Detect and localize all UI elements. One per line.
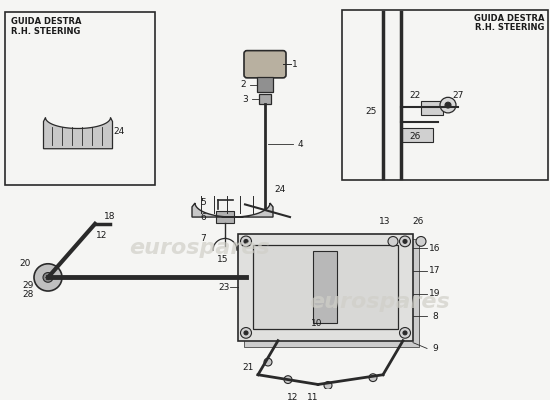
Text: R.H. STEERING: R.H. STEERING bbox=[475, 23, 544, 32]
Text: 12: 12 bbox=[287, 393, 299, 400]
Text: 11: 11 bbox=[307, 393, 319, 400]
Text: 15: 15 bbox=[217, 255, 229, 264]
Text: eurospares: eurospares bbox=[130, 238, 271, 258]
Bar bbox=[253, 245, 398, 329]
Circle shape bbox=[416, 236, 426, 246]
Text: 2: 2 bbox=[240, 80, 246, 89]
Text: 8: 8 bbox=[432, 312, 438, 321]
Text: GUIDA DESTRA: GUIDA DESTRA bbox=[474, 14, 544, 23]
Polygon shape bbox=[43, 118, 113, 149]
FancyBboxPatch shape bbox=[244, 51, 286, 78]
Bar bbox=[342, 10, 548, 180]
Bar bbox=[401, 128, 433, 142]
Text: 24: 24 bbox=[113, 127, 124, 136]
Circle shape bbox=[440, 97, 456, 113]
Bar bbox=[421, 101, 443, 115]
Bar bbox=[244, 240, 419, 346]
Circle shape bbox=[403, 331, 407, 335]
Text: 28: 28 bbox=[23, 290, 34, 300]
Text: 27: 27 bbox=[452, 91, 464, 100]
Text: GUIDA DESTRA: GUIDA DESTRA bbox=[11, 16, 81, 26]
Polygon shape bbox=[192, 203, 273, 217]
Circle shape bbox=[324, 382, 332, 389]
Circle shape bbox=[284, 376, 292, 384]
Text: 25: 25 bbox=[365, 108, 377, 116]
Text: 10: 10 bbox=[311, 319, 323, 328]
Bar bbox=[216, 211, 234, 223]
Circle shape bbox=[43, 272, 53, 282]
Circle shape bbox=[399, 236, 410, 247]
Text: R.H. STEERING: R.H. STEERING bbox=[11, 27, 80, 36]
Text: 4: 4 bbox=[297, 140, 303, 148]
Text: 6: 6 bbox=[200, 212, 206, 222]
Text: 1: 1 bbox=[292, 60, 298, 69]
Bar bbox=[257, 77, 273, 92]
Circle shape bbox=[244, 240, 248, 243]
Text: 21: 21 bbox=[243, 364, 254, 372]
Text: 7: 7 bbox=[200, 234, 206, 243]
Text: 13: 13 bbox=[379, 218, 390, 226]
Text: 24: 24 bbox=[274, 184, 285, 194]
Circle shape bbox=[369, 374, 377, 382]
Text: 5: 5 bbox=[200, 198, 206, 207]
Text: 3: 3 bbox=[242, 95, 248, 104]
Circle shape bbox=[445, 102, 451, 108]
Bar bbox=[259, 94, 271, 104]
Text: 29: 29 bbox=[23, 281, 34, 290]
Circle shape bbox=[264, 358, 272, 366]
Bar bbox=[313, 251, 337, 323]
Circle shape bbox=[34, 264, 62, 291]
Text: eurospares: eurospares bbox=[310, 292, 450, 312]
Text: 20: 20 bbox=[19, 259, 31, 268]
Text: 23: 23 bbox=[218, 283, 230, 292]
Text: 16: 16 bbox=[429, 244, 441, 253]
Text: 26: 26 bbox=[412, 218, 424, 226]
Bar bbox=[238, 234, 413, 341]
Circle shape bbox=[240, 236, 251, 247]
Circle shape bbox=[399, 328, 410, 338]
Text: 22: 22 bbox=[409, 91, 421, 100]
Circle shape bbox=[388, 236, 398, 246]
Circle shape bbox=[240, 328, 251, 338]
Circle shape bbox=[244, 331, 248, 335]
Text: 26: 26 bbox=[409, 132, 421, 141]
Text: 12: 12 bbox=[96, 231, 108, 240]
Text: 17: 17 bbox=[429, 266, 441, 275]
Text: 19: 19 bbox=[429, 290, 441, 298]
Text: 18: 18 bbox=[104, 212, 116, 220]
Circle shape bbox=[403, 240, 407, 243]
Bar bbox=[5, 12, 155, 185]
Text: 9: 9 bbox=[432, 344, 438, 353]
